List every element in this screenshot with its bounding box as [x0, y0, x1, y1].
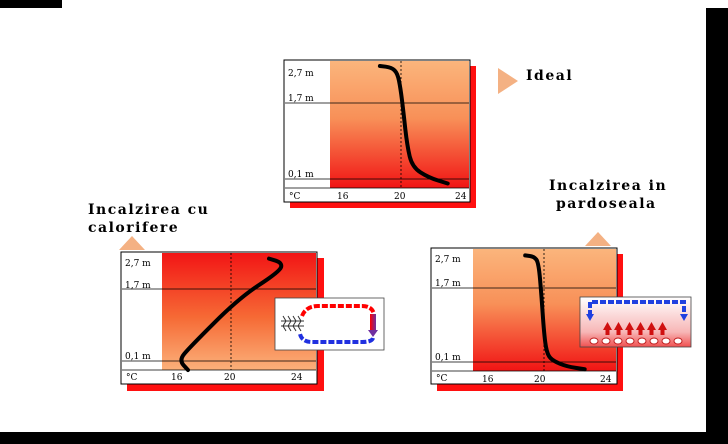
caption-radiator-line1: Incalzirea cu — [88, 202, 209, 218]
panel-floor: 2,7 m 1,7 m 0,1 m °C 16 20 24 — [430, 247, 692, 391]
radiator-icon — [281, 315, 304, 332]
height-label-top: 2,7 m — [125, 259, 151, 269]
top-white-strip — [0, 0, 728, 8]
air-circulation-arrow — [588, 300, 686, 316]
floor-heating-inset — [579, 296, 692, 348]
tick-label-20: 20 — [394, 192, 406, 202]
unit-label: °C — [289, 192, 301, 202]
triangle-marker-radiator — [119, 236, 145, 250]
arrow-head-right-down — [680, 314, 688, 321]
caption-ideal: Ideal — [526, 68, 573, 84]
tick-label-20: 20 — [534, 375, 546, 385]
height-label-bottom: 0,1 m — [288, 170, 314, 180]
caption-radiator-line2: calorifere — [88, 220, 179, 236]
heating-pipes — [589, 337, 683, 345]
height-label-mid: 1,7 m — [125, 281, 151, 291]
tick-label-24: 24 — [291, 373, 303, 383]
tick-label-24: 24 — [455, 192, 467, 202]
temperature-profile-curve — [179, 256, 284, 372]
warm-air-flow-arrow — [300, 304, 376, 317]
top-left-black-bar — [0, 0, 62, 8]
height-label-mid: 1,7 m — [288, 94, 314, 104]
radiator-circulation-inset — [274, 297, 385, 351]
panel-radiator: 2,7 m 1,7 m 0,1 m °C 16 20 24 — [120, 251, 385, 391]
cool-air-flow-arrow — [298, 333, 375, 344]
triangle-marker-ideal — [498, 68, 518, 94]
height-label-bottom: 0,1 m — [125, 352, 151, 362]
arrow-head-left-down — [586, 314, 594, 321]
unit-label: °C — [126, 373, 138, 383]
panel-ideal: 2,7 m 1,7 m 0,1 m °C 16 20 24 — [283, 59, 476, 208]
tick-label-16: 16 — [337, 192, 349, 202]
tick-label-16: 16 — [482, 375, 494, 385]
inset-frame — [579, 296, 692, 348]
temperature-profile-curve — [523, 253, 587, 372]
tick-label-24: 24 — [600, 375, 612, 385]
tick-label-20: 20 — [224, 373, 236, 383]
arrow-head-down — [368, 330, 378, 337]
tick-label-16: 16 — [171, 373, 183, 383]
rising-heat-arrows — [603, 322, 667, 335]
unit-label: °C — [436, 374, 448, 384]
caption-floor-line2: pardoseala — [556, 196, 657, 212]
height-label-top: 2,7 m — [435, 255, 461, 265]
caption-floor-line1: Incalzirea in — [549, 178, 667, 194]
height-label-bottom: 0,1 m — [435, 353, 461, 363]
height-label-mid: 1,7 m — [435, 279, 461, 289]
descending-air-arrow — [370, 314, 376, 330]
temperature-profile-curve — [377, 64, 450, 186]
height-label-top: 2,7 m — [288, 69, 314, 79]
triangle-marker-floor — [585, 232, 611, 246]
